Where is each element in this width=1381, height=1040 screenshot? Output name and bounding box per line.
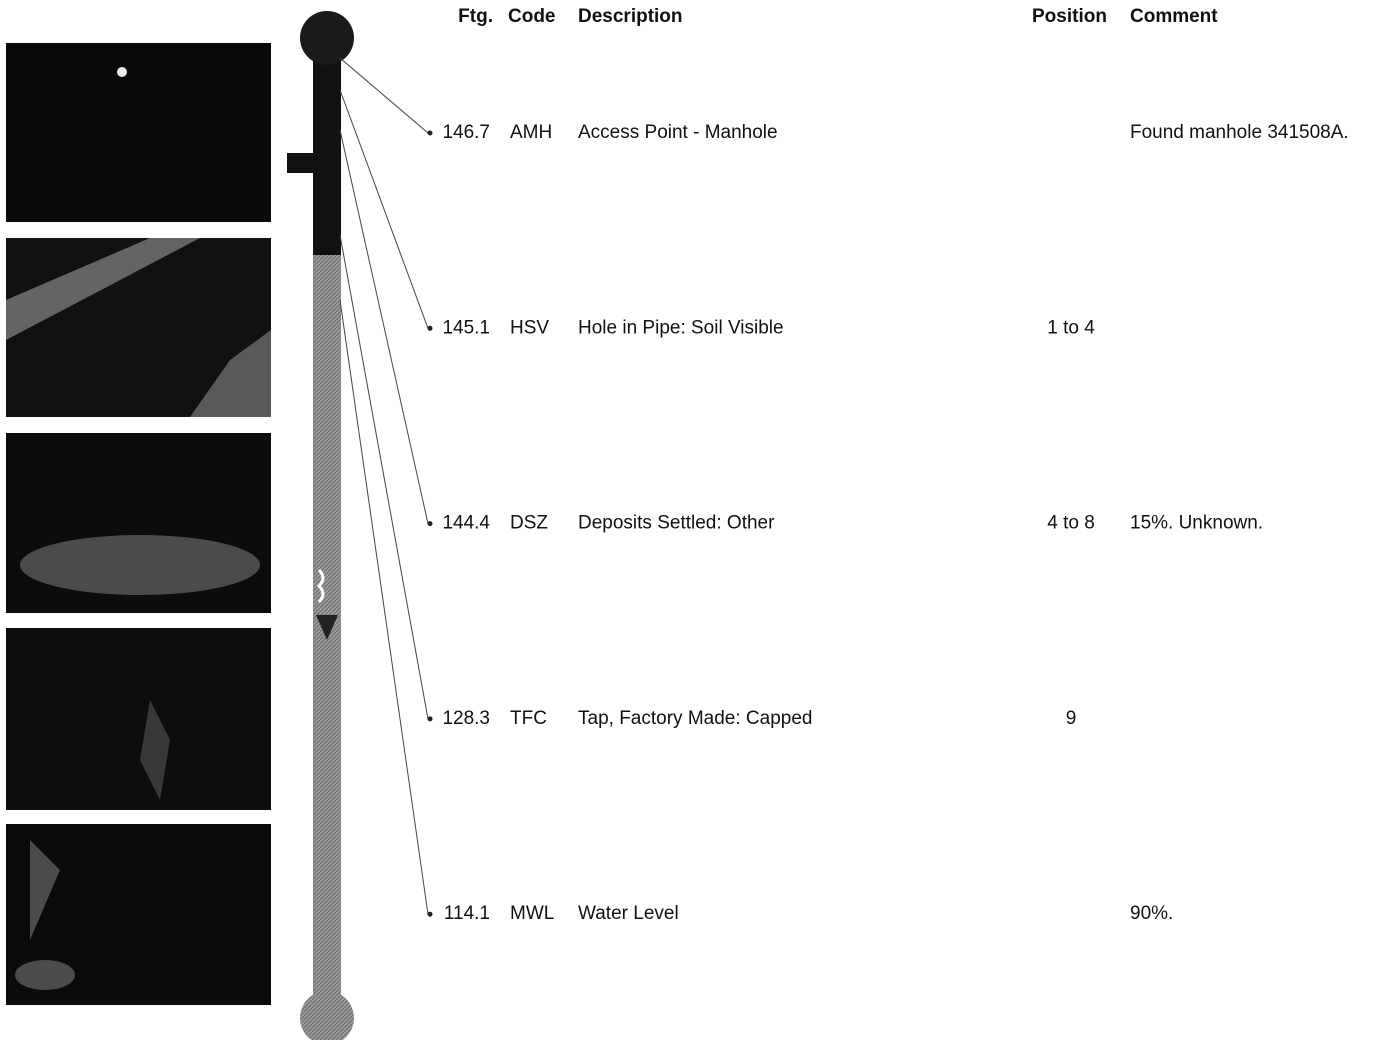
inspection-view: Ftg. Code Description Position Comment 1… (0, 0, 1381, 1040)
position: 4 to 8 (1047, 513, 1095, 534)
code: MWL (510, 903, 554, 924)
event-dot (428, 521, 433, 526)
header-code: Code (508, 6, 556, 27)
description: Deposits Settled: Other (578, 513, 775, 534)
ftg: 144.4 (442, 513, 490, 534)
code: TFC (510, 708, 547, 729)
header-comment: Comment (1130, 6, 1218, 27)
photo[interactable] (6, 43, 271, 222)
description: Access Point - Manhole (578, 122, 778, 143)
leader-line (340, 300, 428, 914)
leader-line (340, 58, 428, 133)
description: Water Level (578, 903, 679, 924)
comment: Found manhole 341508A. (1130, 122, 1349, 143)
photos (6, 43, 271, 1005)
ftg: 128.3 (442, 708, 490, 729)
event-dot (428, 326, 433, 331)
ftg: 145.1 (442, 317, 490, 338)
leader-line (340, 90, 428, 328)
event-dot (428, 131, 433, 136)
header-position: Position (1032, 6, 1107, 27)
code: DSZ (510, 513, 548, 534)
comment: 90%. (1130, 903, 1173, 924)
leader-line (340, 235, 428, 719)
description: Hole in Pipe: Soil Visible (578, 317, 784, 338)
position: 1 to 4 (1047, 317, 1095, 338)
page: Ftg. Code Description Position Comment 1… (0, 0, 1381, 1040)
ftg: 114.1 (444, 903, 490, 924)
header-description: Description (578, 6, 683, 27)
header-ftg: Ftg. (458, 6, 493, 27)
leader-line (340, 130, 428, 524)
ftg: 146.7 (442, 122, 490, 143)
event-dot (428, 912, 433, 917)
pipe (287, 11, 354, 1040)
event-table: Ftg. Code Description Position Comment 1… (442, 6, 1348, 924)
event-dot (428, 716, 433, 721)
position: 9 (1066, 708, 1077, 729)
photo[interactable] (6, 628, 271, 810)
description: Tap, Factory Made: Capped (578, 708, 812, 729)
code: HSV (510, 317, 549, 338)
comment: 15%. Unknown. (1130, 513, 1263, 534)
leader-lines (340, 58, 433, 917)
code: AMH (510, 122, 552, 143)
